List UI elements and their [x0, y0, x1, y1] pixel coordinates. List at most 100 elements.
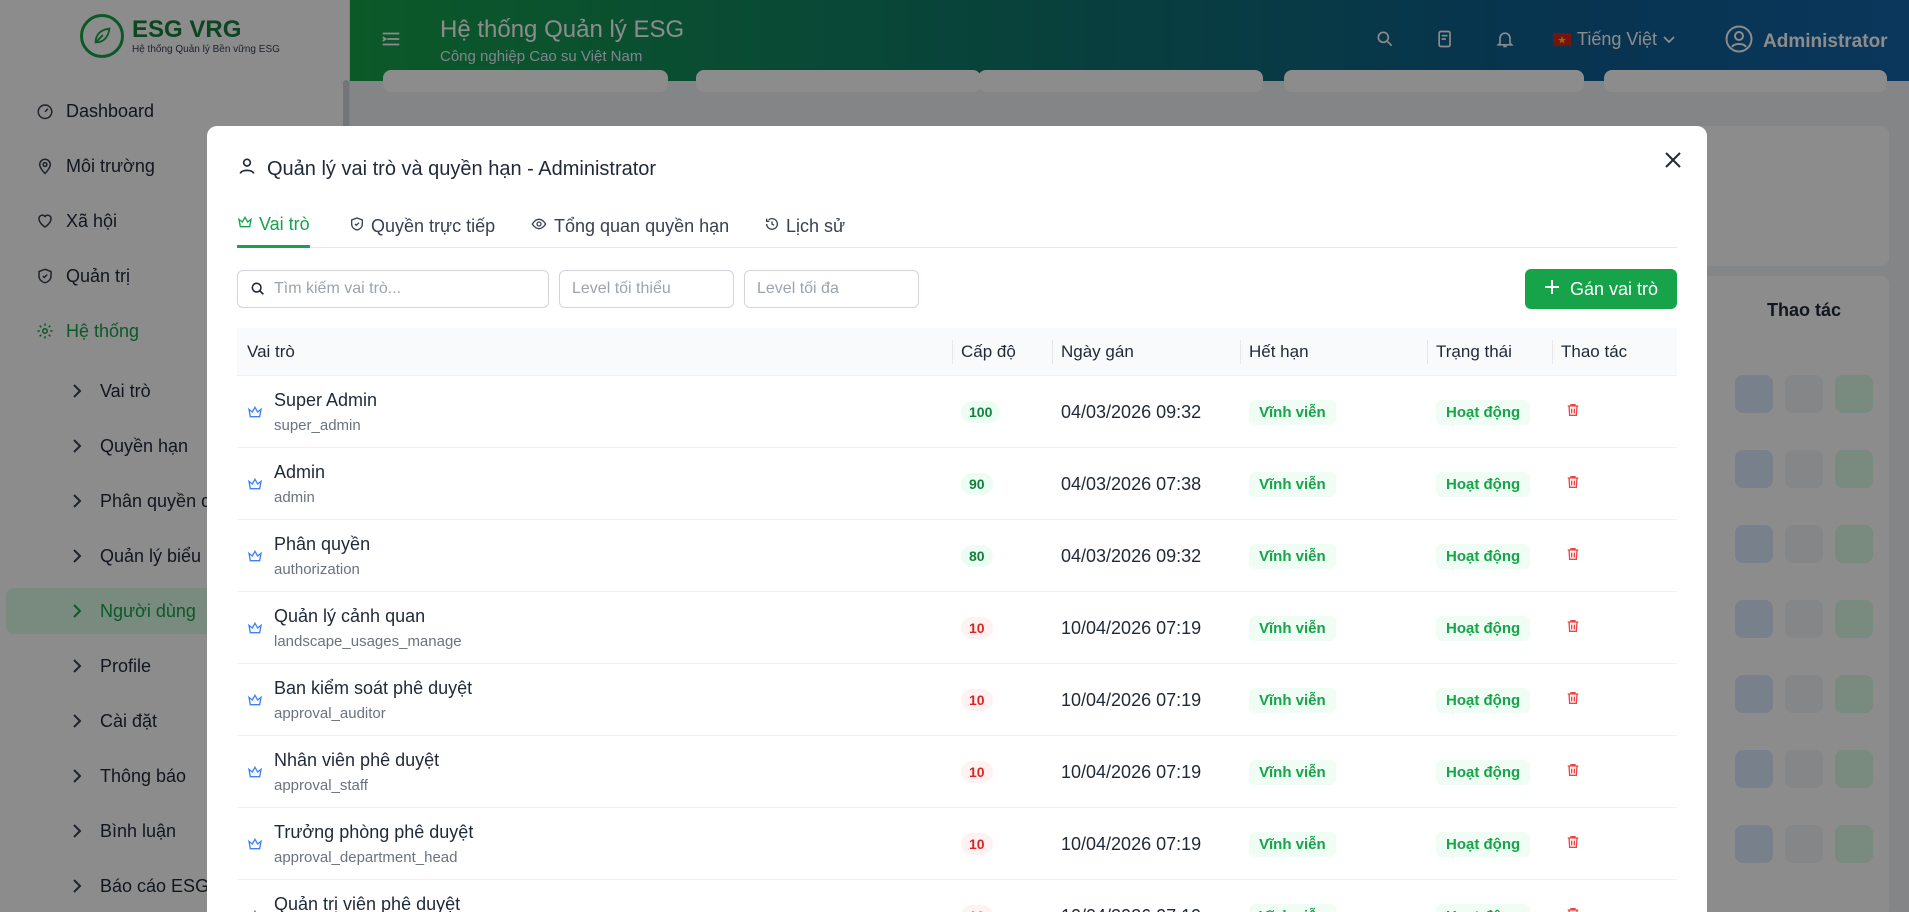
tab-roles[interactable]: Vai trò	[237, 204, 310, 248]
trash-icon[interactable]	[1565, 545, 1581, 568]
trash-icon[interactable]	[1565, 833, 1581, 856]
crown-icon	[247, 692, 265, 710]
app-title: Hệ thống Quản lý ESG	[440, 16, 685, 43]
sidebar-item-governance[interactable]: Quản trị	[6, 253, 342, 299]
role-name: Nhân viên phê duyệt	[274, 750, 440, 770]
leaf-logo-icon	[80, 14, 124, 58]
close-icon[interactable]	[1661, 148, 1685, 172]
level-min-input[interactable]: Level tối thiểu	[559, 270, 734, 308]
crown-icon	[237, 214, 253, 235]
trash-icon[interactable]	[1565, 401, 1581, 424]
trash-icon[interactable]	[1565, 617, 1581, 640]
row-edit-button[interactable]	[1835, 600, 1873, 638]
row-roles-button[interactable]	[1735, 825, 1773, 863]
stat-card	[978, 70, 1263, 92]
role-name: Trưởng phòng phê duyệt	[274, 822, 474, 842]
sidebar-subitem-data-permissions[interactable]: Phân quyền dữ	[6, 478, 342, 524]
row-edit-button[interactable]	[1835, 825, 1873, 863]
level-min-placeholder: Level tối thiểu	[572, 280, 671, 297]
user-menu[interactable]: Administrator	[1725, 25, 1888, 59]
sidebar-item-dashboard[interactable]: Dashboard	[6, 88, 342, 134]
level-badge: 10	[961, 617, 993, 639]
role-name: Quản trị viên phê duyệt	[274, 894, 461, 912]
trash-icon[interactable]	[1565, 761, 1581, 784]
sidebar-subitem-roles[interactable]: Vai trò	[6, 368, 342, 414]
table-row: Admin admin 90 04/03/2026 07:38 Vĩnh viễn Hoạ…	[237, 448, 1677, 520]
chevron-right-icon	[66, 545, 88, 567]
row-edit-button[interactable]	[1835, 450, 1873, 488]
language-select[interactable]: Tiếng Việt	[1553, 29, 1675, 50]
tab-label: Tổng quan quyền hạn	[554, 215, 730, 236]
sidebar-item-label: Bình luận	[100, 820, 177, 841]
row-roles-button[interactable]	[1735, 375, 1773, 413]
chevron-right-icon	[66, 380, 88, 402]
column-header-actions: Thao tác	[1551, 328, 1627, 376]
level-badge: 80	[961, 545, 993, 567]
role-search-input[interactable]: Tìm kiếm vai trò...	[237, 270, 549, 308]
row-view-button[interactable]	[1785, 825, 1823, 863]
role-management-modal: Quản lý vai trò và quyền hạn - Administr…	[207, 126, 1707, 912]
plus-icon	[1544, 279, 1560, 300]
row-view-button[interactable]	[1785, 525, 1823, 563]
table-row: Super Admin super_admin 100 04/03/2026 09:3…	[237, 376, 1677, 448]
row-view-button[interactable]	[1785, 750, 1823, 788]
heart-icon	[34, 210, 56, 232]
row-edit-button[interactable]	[1835, 675, 1873, 713]
row-view-button[interactable]	[1785, 675, 1823, 713]
sidebar-item-label: Quản lý biểu m	[100, 545, 222, 566]
tab-label: Lịch sử	[786, 215, 846, 236]
row-roles-button[interactable]	[1735, 675, 1773, 713]
assign-role-button[interactable]: Gán vai trò	[1525, 269, 1677, 309]
column-header-expiry: Hết hạn	[1240, 328, 1309, 376]
search-icon[interactable]	[1375, 29, 1397, 51]
tab-history[interactable]: Lịch sử	[764, 204, 845, 248]
row-roles-button[interactable]	[1735, 750, 1773, 788]
trash-icon[interactable]	[1565, 905, 1581, 912]
sidebar-subitem-comments[interactable]: Bình luận	[6, 808, 342, 854]
bell-icon[interactable]	[1495, 29, 1517, 51]
sidebar-item-system[interactable]: Hệ thống	[6, 308, 342, 354]
sidebar-subitem-permissions[interactable]: Quyền hạn	[6, 423, 342, 469]
tab-direct-permissions[interactable]: Quyền trực tiếp	[349, 204, 495, 248]
status-badge: Hoạt động	[1436, 831, 1531, 857]
sidebar-item-label: Profile	[100, 655, 152, 676]
expiry-badge: Vĩnh viễn	[1249, 759, 1336, 785]
sidebar-item-social[interactable]: Xã hội	[6, 198, 342, 244]
gear-icon	[34, 320, 56, 342]
logo[interactable]: ESG VRG Hệ thống Quản lý Bền vững ESG	[80, 14, 280, 58]
assigned-date: 04/03/2026 09:32	[1061, 401, 1202, 422]
report-icon[interactable]	[1435, 29, 1457, 51]
trash-icon[interactable]	[1565, 689, 1581, 712]
row-view-button[interactable]	[1785, 450, 1823, 488]
sidebar-subitem-notifications[interactable]: Thông báo	[6, 753, 342, 799]
sidebar-subitem-esg-report[interactable]: Báo cáo ESG	[6, 863, 342, 909]
tab-permission-overview[interactable]: Tổng quan quyền hạn	[530, 204, 729, 248]
row-view-button[interactable]	[1785, 375, 1823, 413]
chevron-right-icon	[66, 710, 88, 732]
stat-card	[696, 70, 981, 92]
shield-check-icon	[349, 216, 365, 237]
menu-toggle-icon[interactable]	[380, 28, 404, 52]
level-badge: 10	[961, 833, 993, 855]
row-roles-button[interactable]	[1735, 600, 1773, 638]
role-code: landscape_usages_manage	[274, 633, 462, 650]
row-roles-button[interactable]	[1735, 450, 1773, 488]
sidebar-subitem-forms[interactable]: Quản lý biểu m	[6, 533, 342, 579]
row-edit-button[interactable]	[1835, 750, 1873, 788]
row-roles-button[interactable]	[1735, 525, 1773, 563]
sidebar-item-environment[interactable]: Môi trường	[6, 143, 342, 189]
eye-icon	[530, 216, 548, 237]
crown-icon	[247, 548, 265, 566]
level-max-input[interactable]: Level tối đa	[744, 270, 919, 308]
row-edit-button[interactable]	[1835, 375, 1873, 413]
trash-icon[interactable]	[1565, 473, 1581, 496]
sidebar-subitem-settings[interactable]: Cài đặt	[6, 698, 342, 744]
row-edit-button[interactable]	[1835, 525, 1873, 563]
chevron-right-icon	[66, 765, 88, 787]
sidebar-item-label: Người dùng	[100, 600, 196, 621]
sidebar-subitem-profile[interactable]: Profile	[6, 643, 342, 689]
expiry-badge: Vĩnh viễn	[1249, 399, 1336, 425]
dashboard-icon	[34, 100, 56, 122]
row-view-button[interactable]	[1785, 600, 1823, 638]
table-row: Trưởng phòng phê duyệt approval_departmen…	[237, 808, 1677, 880]
